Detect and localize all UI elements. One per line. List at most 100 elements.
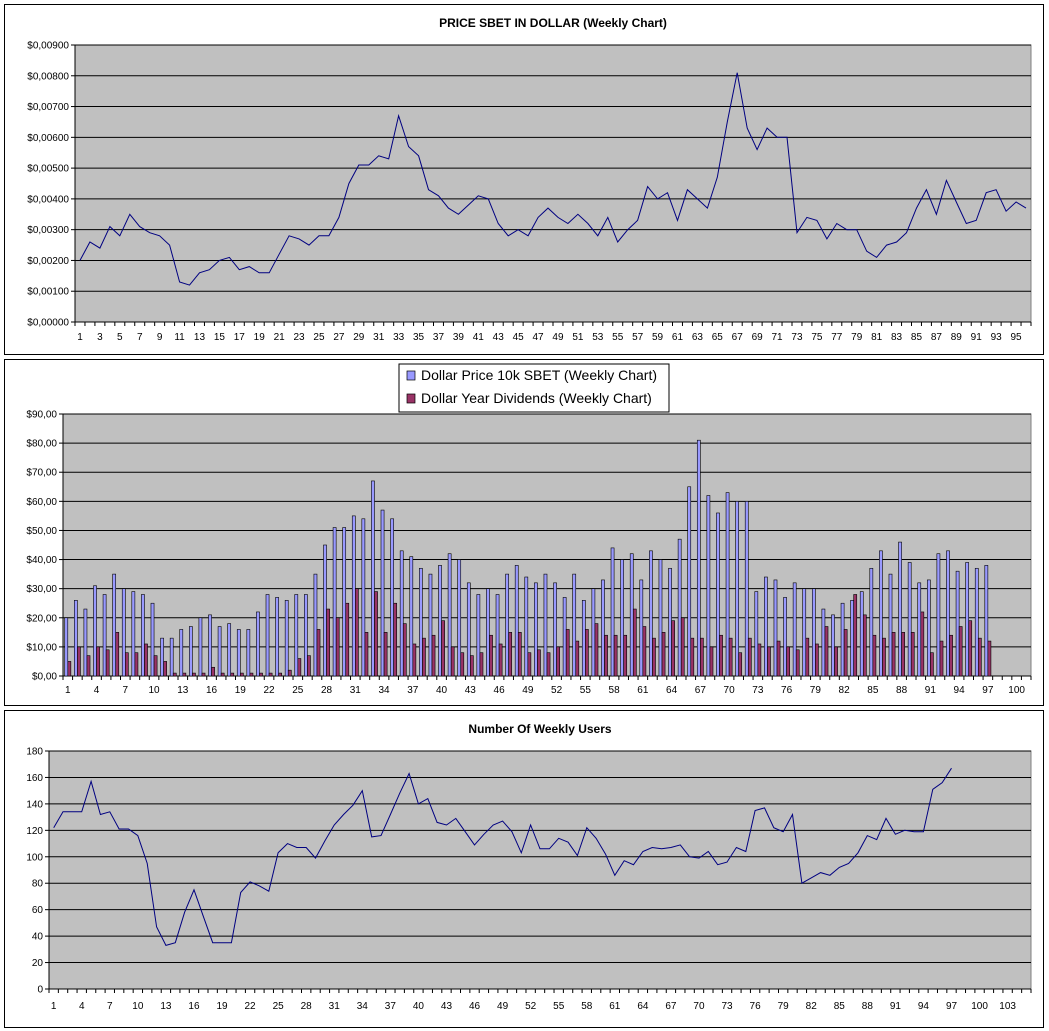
bar xyxy=(121,588,126,677)
bar xyxy=(527,652,532,677)
x-tick-label: 13 xyxy=(177,685,189,696)
bar xyxy=(268,672,273,677)
y-tick-label: $40,00 xyxy=(26,555,57,566)
x-tick-label: 57 xyxy=(632,332,644,343)
x-tick-label: 69 xyxy=(752,332,764,343)
y-tick-label: $0,00500 xyxy=(27,164,69,175)
x-tick-label: 31 xyxy=(329,1001,341,1012)
x-tick-label: 34 xyxy=(379,685,391,696)
bar xyxy=(227,623,232,677)
bar xyxy=(67,661,72,677)
bar xyxy=(105,649,110,677)
bar xyxy=(556,646,560,677)
bar xyxy=(294,594,299,677)
bar xyxy=(604,634,608,677)
x-tick-label: 52 xyxy=(525,1001,537,1012)
bar xyxy=(677,538,682,677)
x-tick-label: 75 xyxy=(811,332,823,343)
bar xyxy=(256,611,260,677)
bar xyxy=(629,553,634,677)
x-tick-label: 94 xyxy=(918,1001,930,1012)
bar xyxy=(620,559,624,677)
y-tick-label: 40 xyxy=(32,932,44,943)
x-tick-label: 37 xyxy=(407,685,419,696)
bar xyxy=(371,480,375,677)
plot-area xyxy=(48,750,1032,990)
bar xyxy=(601,579,605,677)
bar xyxy=(112,573,117,677)
y-tick-label: $0,00600 xyxy=(27,133,69,144)
bar xyxy=(575,640,580,677)
bar xyxy=(613,634,618,677)
x-tick-label: 33 xyxy=(393,332,405,343)
x-tick-label: 103 xyxy=(999,1001,1016,1012)
x-tick-label: 85 xyxy=(867,685,879,696)
x-tick-label: 51 xyxy=(572,332,584,343)
y-tick-label: 20 xyxy=(32,958,44,969)
y-tick-label: $0,00900 xyxy=(27,41,69,52)
price-chart: $0,00000 $0,00100 $0,00200 $0,00300 $0,00400… xyxy=(27,16,1032,343)
bar xyxy=(926,579,931,677)
x-tick-label: 73 xyxy=(752,685,764,696)
bar xyxy=(240,672,244,677)
bar xyxy=(840,602,845,677)
y-tick-label: 60 xyxy=(32,905,44,916)
chart-title: PRICE SBET IN DOLLAR (Weekly Chart) xyxy=(439,16,667,30)
bar xyxy=(131,591,136,677)
bar xyxy=(83,608,88,677)
bar xyxy=(342,527,347,677)
x-tick-label: 58 xyxy=(581,1001,593,1012)
x-tick-label: 31 xyxy=(350,685,362,696)
bar xyxy=(815,643,819,677)
x-tick-label: 79 xyxy=(810,685,822,696)
bar xyxy=(585,629,589,677)
bar xyxy=(696,439,701,677)
bar xyxy=(508,632,513,677)
bar xyxy=(153,655,158,677)
x-tick-label: 25 xyxy=(313,332,325,343)
bar xyxy=(668,567,672,677)
bar xyxy=(632,608,637,677)
bar xyxy=(642,626,647,677)
bar xyxy=(901,632,905,677)
x-tick-label: 91 xyxy=(971,332,983,343)
bar xyxy=(259,672,263,677)
bar xyxy=(102,594,107,677)
x-tick-label: 81 xyxy=(871,332,883,343)
bar xyxy=(652,637,656,677)
x-tick-label: 76 xyxy=(781,685,793,696)
bar xyxy=(316,629,321,677)
y-tick-label: $0,00700 xyxy=(27,102,69,113)
x-tick-label: 70 xyxy=(724,685,736,696)
bar xyxy=(246,629,251,677)
bar xyxy=(399,550,404,677)
x-tick-label: 7 xyxy=(123,685,129,696)
x-tick-label: 28 xyxy=(301,1001,313,1012)
price-dividends-bar-chart: $0,00 $10,00 $20,00 $30,00 $40,00 $50,00 $60,0… xyxy=(26,363,1032,696)
bar xyxy=(744,501,749,677)
bar xyxy=(351,515,356,677)
bar xyxy=(811,588,816,677)
bar xyxy=(332,527,337,677)
bar xyxy=(470,655,474,677)
x-tick-label: 79 xyxy=(778,1001,790,1012)
bar xyxy=(773,579,778,677)
x-tick-label: 55 xyxy=(580,685,592,696)
bar xyxy=(86,655,91,677)
x-tick-label: 29 xyxy=(353,332,365,343)
bar xyxy=(671,620,675,677)
bar xyxy=(390,518,394,677)
bar xyxy=(843,629,848,677)
bar xyxy=(96,646,100,677)
bar xyxy=(958,626,963,677)
x-tick-label: 79 xyxy=(851,332,863,343)
bar xyxy=(700,637,704,677)
x-tick-label: 4 xyxy=(94,685,100,696)
bar xyxy=(984,565,989,677)
dividends-chart-panel: $0,00 $10,00 $20,00 $30,00 $40,00 $50,00 $60,0… xyxy=(4,359,1044,706)
bar xyxy=(831,614,835,677)
bar xyxy=(747,637,752,677)
x-tick-label: 64 xyxy=(637,1001,649,1012)
x-tick-label: 19 xyxy=(254,332,266,343)
bar xyxy=(115,632,120,677)
